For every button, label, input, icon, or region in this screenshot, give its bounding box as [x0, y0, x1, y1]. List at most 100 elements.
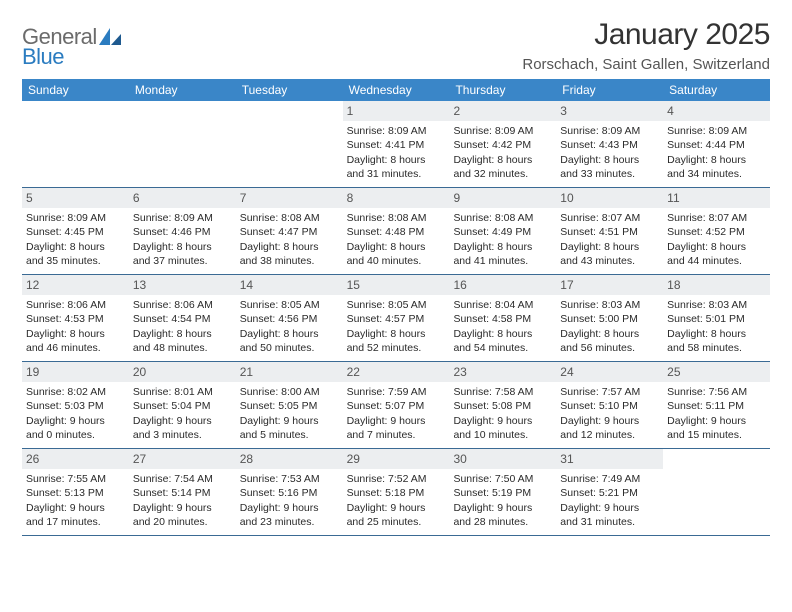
day-number: 20 — [129, 362, 236, 382]
day-number: 4 — [663, 101, 770, 121]
day-number: 3 — [556, 101, 663, 121]
day-cell: 14Sunrise: 8:05 AMSunset: 4:56 PMDayligh… — [236, 275, 343, 361]
sunset-text: Sunset: 5:03 PM — [26, 399, 125, 413]
weeks-container: 1Sunrise: 8:09 AMSunset: 4:41 PMDaylight… — [22, 101, 770, 536]
sunrise-text: Sunrise: 8:08 AM — [240, 211, 339, 225]
daylight-text: Daylight: 9 hours and 12 minutes. — [560, 414, 659, 442]
daylight-text: Daylight: 8 hours and 33 minutes. — [560, 153, 659, 181]
week-row: 5Sunrise: 8:09 AMSunset: 4:45 PMDaylight… — [22, 188, 770, 275]
daylight-text: Daylight: 8 hours and 41 minutes. — [453, 240, 552, 268]
sunset-text: Sunset: 5:01 PM — [667, 312, 766, 326]
sunrise-text: Sunrise: 8:01 AM — [133, 385, 232, 399]
dow-cell: Friday — [556, 79, 663, 101]
daylight-text: Daylight: 8 hours and 46 minutes. — [26, 327, 125, 355]
day-cell-empty — [236, 101, 343, 187]
sunrise-text: Sunrise: 8:00 AM — [240, 385, 339, 399]
sunset-text: Sunset: 5:07 PM — [347, 399, 446, 413]
sunrise-text: Sunrise: 8:09 AM — [133, 211, 232, 225]
sunrise-text: Sunrise: 8:03 AM — [667, 298, 766, 312]
daylight-text: Daylight: 8 hours and 58 minutes. — [667, 327, 766, 355]
daylight-text: Daylight: 8 hours and 40 minutes. — [347, 240, 446, 268]
day-number: 10 — [556, 188, 663, 208]
sunrise-text: Sunrise: 8:03 AM — [560, 298, 659, 312]
day-number: 22 — [343, 362, 450, 382]
sunrise-text: Sunrise: 7:59 AM — [347, 385, 446, 399]
sunrise-text: Sunrise: 7:55 AM — [26, 472, 125, 486]
day-cell: 23Sunrise: 7:58 AMSunset: 5:08 PMDayligh… — [449, 362, 556, 448]
sunset-text: Sunset: 5:04 PM — [133, 399, 232, 413]
day-number: 29 — [343, 449, 450, 469]
day-number: 9 — [449, 188, 556, 208]
day-number: 16 — [449, 275, 556, 295]
day-cell-empty — [22, 101, 129, 187]
day-number: 18 — [663, 275, 770, 295]
day-number: 15 — [343, 275, 450, 295]
sunrise-text: Sunrise: 7:57 AM — [560, 385, 659, 399]
sunset-text: Sunset: 5:14 PM — [133, 486, 232, 500]
day-cell: 12Sunrise: 8:06 AMSunset: 4:53 PMDayligh… — [22, 275, 129, 361]
day-cell: 2Sunrise: 8:09 AMSunset: 4:42 PMDaylight… — [449, 101, 556, 187]
day-number: 24 — [556, 362, 663, 382]
day-cell-empty — [129, 101, 236, 187]
sunrise-text: Sunrise: 8:07 AM — [560, 211, 659, 225]
week-row: 19Sunrise: 8:02 AMSunset: 5:03 PMDayligh… — [22, 362, 770, 449]
daylight-text: Daylight: 8 hours and 44 minutes. — [667, 240, 766, 268]
sunset-text: Sunset: 5:00 PM — [560, 312, 659, 326]
sunset-text: Sunset: 5:11 PM — [667, 399, 766, 413]
sunset-text: Sunset: 5:18 PM — [347, 486, 446, 500]
daylight-text: Daylight: 8 hours and 52 minutes. — [347, 327, 446, 355]
sunrise-text: Sunrise: 8:06 AM — [133, 298, 232, 312]
sunrise-text: Sunrise: 8:05 AM — [240, 298, 339, 312]
sunset-text: Sunset: 5:19 PM — [453, 486, 552, 500]
daylight-text: Daylight: 8 hours and 38 minutes. — [240, 240, 339, 268]
dow-cell: Saturday — [663, 79, 770, 101]
brand-text-blue: Blue — [22, 24, 64, 69]
daylight-text: Daylight: 9 hours and 10 minutes. — [453, 414, 552, 442]
daylight-text: Daylight: 9 hours and 7 minutes. — [347, 414, 446, 442]
dow-cell: Thursday — [449, 79, 556, 101]
dow-cell: Tuesday — [236, 79, 343, 101]
day-cell: 25Sunrise: 7:56 AMSunset: 5:11 PMDayligh… — [663, 362, 770, 448]
daylight-text: Daylight: 9 hours and 17 minutes. — [26, 501, 125, 529]
calendar-grid: SundayMondayTuesdayWednesdayThursdayFrid… — [22, 79, 770, 536]
day-number: 25 — [663, 362, 770, 382]
day-number: 21 — [236, 362, 343, 382]
day-number: 14 — [236, 275, 343, 295]
sunrise-text: Sunrise: 7:49 AM — [560, 472, 659, 486]
sunset-text: Sunset: 4:43 PM — [560, 138, 659, 152]
day-cell: 6Sunrise: 8:09 AMSunset: 4:46 PMDaylight… — [129, 188, 236, 274]
day-number: 2 — [449, 101, 556, 121]
daylight-text: Daylight: 8 hours and 54 minutes. — [453, 327, 552, 355]
logo-text-wrap: General Blue — [22, 24, 121, 69]
sunset-text: Sunset: 4:44 PM — [667, 138, 766, 152]
sunrise-text: Sunrise: 8:09 AM — [26, 211, 125, 225]
day-number: 7 — [236, 188, 343, 208]
daylight-text: Daylight: 9 hours and 23 minutes. — [240, 501, 339, 529]
sunrise-text: Sunrise: 8:06 AM — [26, 298, 125, 312]
sunset-text: Sunset: 4:57 PM — [347, 312, 446, 326]
daylight-text: Daylight: 8 hours and 48 minutes. — [133, 327, 232, 355]
day-number: 28 — [236, 449, 343, 469]
week-row: 12Sunrise: 8:06 AMSunset: 4:53 PMDayligh… — [22, 275, 770, 362]
daylight-text: Daylight: 9 hours and 31 minutes. — [560, 501, 659, 529]
day-number: 11 — [663, 188, 770, 208]
sunset-text: Sunset: 5:08 PM — [453, 399, 552, 413]
daylight-text: Daylight: 8 hours and 34 minutes. — [667, 153, 766, 181]
day-number: 27 — [129, 449, 236, 469]
sunrise-text: Sunrise: 8:08 AM — [453, 211, 552, 225]
location-text: Rorschach, Saint Gallen, Switzerland — [522, 56, 770, 73]
title-block: January 2025 Rorschach, Saint Gallen, Sw… — [522, 18, 770, 73]
day-cell: 20Sunrise: 8:01 AMSunset: 5:04 PMDayligh… — [129, 362, 236, 448]
dow-cell: Wednesday — [343, 79, 450, 101]
brand-logo: General Blue — [22, 18, 121, 69]
sunset-text: Sunset: 4:47 PM — [240, 225, 339, 239]
sunrise-text: Sunrise: 7:58 AM — [453, 385, 552, 399]
day-number: 19 — [22, 362, 129, 382]
day-number: 30 — [449, 449, 556, 469]
sunset-text: Sunset: 5:16 PM — [240, 486, 339, 500]
day-cell: 27Sunrise: 7:54 AMSunset: 5:14 PMDayligh… — [129, 449, 236, 535]
day-cell: 7 Sunrise: 8:08 AMSunset: 4:47 PMDaylight… — [236, 188, 343, 274]
sunrise-text: Sunrise: 8:08 AM — [347, 211, 446, 225]
day-cell: 8Sunrise: 8:08 AMSunset: 4:48 PMDaylight… — [343, 188, 450, 274]
day-cell: 30Sunrise: 7:50 AMSunset: 5:19 PMDayligh… — [449, 449, 556, 535]
